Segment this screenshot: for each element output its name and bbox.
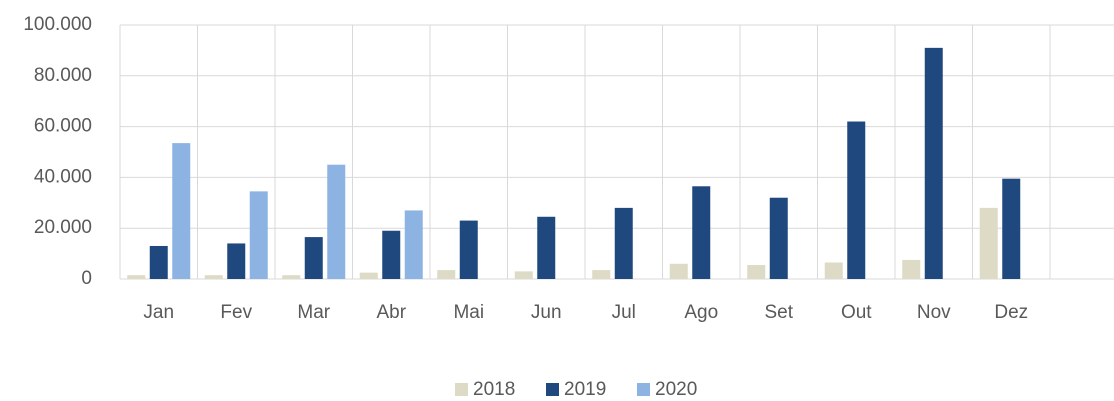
bar <box>979 207 998 279</box>
legend-swatch <box>455 383 468 396</box>
x-tick-label: Set <box>764 302 793 323</box>
bar <box>204 275 223 279</box>
bar <box>769 197 788 279</box>
x-tick-label: Fev <box>220 302 252 323</box>
x-tick-label: Abr <box>376 302 406 323</box>
bar <box>924 47 943 279</box>
bar <box>902 259 921 279</box>
bar <box>127 275 146 279</box>
bar <box>747 265 766 279</box>
bar <box>327 164 346 279</box>
bar <box>404 210 423 279</box>
bar <box>1002 178 1021 279</box>
bar <box>249 191 268 279</box>
bar <box>227 243 246 279</box>
bar <box>592 270 611 279</box>
bar <box>459 220 478 279</box>
bar <box>149 245 168 279</box>
bar <box>282 275 301 279</box>
legend-swatch <box>546 383 559 396</box>
bar <box>382 230 401 279</box>
y-tick-label: 60.000 <box>34 116 92 137</box>
x-tick-label: Out <box>841 302 872 323</box>
x-tick-label: Jan <box>143 302 174 323</box>
bar <box>514 271 533 279</box>
bar <box>847 121 866 280</box>
legend-label: 2019 <box>564 379 606 400</box>
bar <box>437 270 456 279</box>
x-tick-label: Mar <box>297 302 330 323</box>
x-tick-label: Jun <box>531 302 562 323</box>
bar <box>692 186 711 279</box>
y-tick-label: 20.000 <box>34 217 92 238</box>
bar <box>614 207 633 279</box>
bar <box>172 143 191 279</box>
legend-label: 2020 <box>655 379 697 400</box>
legend-label: 2018 <box>473 379 515 400</box>
x-tick-label: Ago <box>684 302 718 323</box>
bar <box>304 237 323 279</box>
y-tick-label: 0 <box>81 268 92 289</box>
y-tick-label: 80.000 <box>34 65 92 86</box>
x-tick-label: Dez <box>994 302 1028 323</box>
legend-swatch <box>637 383 650 396</box>
bar <box>824 262 843 279</box>
x-tick-label: Nov <box>917 302 951 323</box>
bar <box>669 263 688 279</box>
bar <box>359 272 378 279</box>
x-tick-label: Jul <box>612 302 636 323</box>
x-tick-label: Mai <box>453 302 484 323</box>
bar <box>537 216 556 279</box>
y-tick-label: 40.000 <box>34 166 92 187</box>
y-tick-label: 100.000 <box>23 14 92 35</box>
